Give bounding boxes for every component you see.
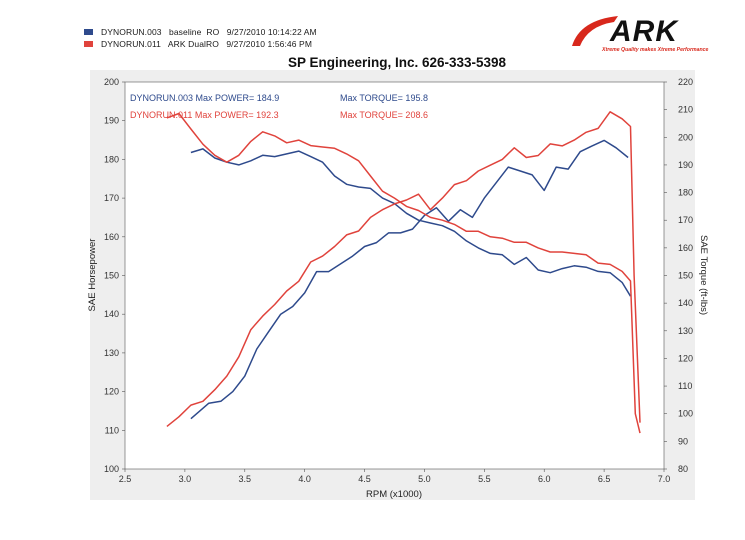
annotation-baseline-torque: Max TORQUE= 195.8 — [340, 93, 428, 103]
legend-swatch-ark — [84, 41, 93, 47]
y-tick-label: 170 — [104, 193, 119, 203]
y-tick-label: 200 — [104, 77, 119, 87]
y-tick-label: 150 — [104, 271, 119, 281]
y2-tick-label: 220 — [678, 77, 693, 87]
ark-power-line — [166, 111, 641, 427]
y2-tick-label: 180 — [678, 188, 693, 198]
x-tick-label: 6.5 — [598, 474, 611, 484]
x-tick-label: 4.0 — [298, 474, 311, 484]
x-tick-label: 2.5 — [119, 474, 132, 484]
x-tick-label: 4.5 — [358, 474, 371, 484]
x-axis-title: RPM (x1000) — [366, 489, 422, 500]
y-tick-label: 130 — [104, 348, 119, 358]
y2-tick-label: 120 — [678, 353, 693, 363]
y2-tick-label: 190 — [678, 160, 693, 170]
logo-wordmark: ARK — [609, 15, 679, 48]
y-axis-right-title: SAE Torque (ft-lbs) — [698, 235, 709, 315]
logo-tagline: Xtreme Quality makes Xtreme Performance — [601, 47, 709, 53]
legend-label-baseline: DYNORUN.003 baseline RO 9/27/2010 10:14:… — [101, 27, 317, 37]
legend: DYNORUN.003 baseline RO 9/27/2010 10:14:… — [84, 26, 317, 50]
y2-tick-label: 210 — [678, 105, 693, 115]
y2-tick-label: 150 — [678, 271, 693, 281]
y2-tick-label: 110 — [678, 381, 692, 391]
y-axis-left: 100 110 120 130 140 150 160 170 180 190 200 — [104, 77, 125, 474]
x-tick-label: 7.0 — [658, 474, 671, 484]
series-lines — [166, 111, 641, 434]
baseline-power-line — [190, 139, 629, 420]
y2-tick-label: 170 — [678, 215, 693, 225]
y2-tick-label: 200 — [678, 132, 693, 142]
y2-tick-label: 140 — [678, 298, 693, 308]
logo-swoosh-icon — [572, 16, 618, 46]
ark-logo: ARK Xtreme Quality makes Xtreme Performa… — [572, 15, 709, 53]
y2-tick-label: 90 — [678, 436, 688, 446]
annotation-baseline-power: DYNORUN.003 Max POWER= 184.9 — [130, 93, 279, 103]
y-axis-right: 80 90 100 110 120 130 140 150 160 170 180 190 200 210… — [664, 77, 693, 474]
y-tick-label: 160 — [104, 232, 119, 242]
annotation-ark-torque: Max TORQUE= 208.6 — [340, 110, 428, 120]
y2-tick-label: 130 — [678, 326, 693, 336]
chart-title: SP Engineering, Inc. 626-333-5398 — [288, 55, 507, 70]
y-tick-label: 140 — [104, 309, 119, 319]
ark-torque-line — [166, 112, 641, 434]
x-tick-label: 3.5 — [239, 474, 252, 484]
legend-swatch-baseline — [84, 29, 93, 35]
y2-tick-label: 100 — [678, 409, 693, 419]
x-tick-label: 6.0 — [538, 474, 551, 484]
x-tick-label: 5.0 — [418, 474, 431, 484]
legend-label-ark: DYNORUN.011 ARK DualRO 9/27/2010 1:56:46… — [101, 39, 313, 49]
y-axis-left-title: SAE Horsepower — [87, 239, 98, 312]
y-tick-label: 190 — [104, 116, 119, 126]
x-axis: 2.5 3.0 3.5 4.0 4.5 5.0 5.5 6.0 6.5 7.0 — [119, 469, 671, 484]
legend-row-ark: DYNORUN.011 ARK DualRO 9/27/2010 1:56:46… — [84, 38, 317, 50]
y2-tick-label: 160 — [678, 243, 693, 253]
y-tick-label: 120 — [104, 387, 119, 397]
y-tick-label: 110 — [105, 425, 119, 435]
baseline-torque-line — [190, 148, 632, 297]
legend-row-baseline: DYNORUN.003 baseline RO 9/27/2010 10:14:… — [84, 26, 317, 38]
plot-area — [124, 81, 665, 470]
x-tick-label: 5.5 — [478, 474, 491, 484]
x-tick-label: 3.0 — [179, 474, 192, 484]
y-tick-label: 180 — [104, 154, 119, 164]
annotation-ark-power: DYNORUN.011 Max POWER= 192.3 — [130, 110, 279, 120]
y2-tick-label: 80 — [678, 464, 688, 474]
y-tick-label: 100 — [104, 464, 119, 474]
